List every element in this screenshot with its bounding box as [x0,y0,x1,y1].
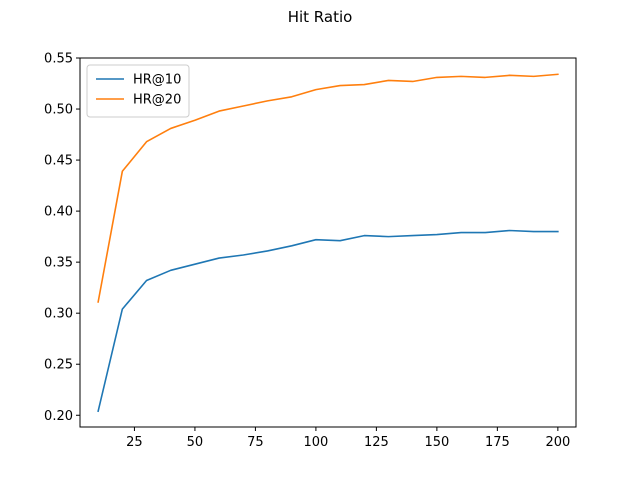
x-tick-label: 75 [247,435,264,450]
y-tick-label: 0.35 [44,256,73,271]
legend-label-hr-20: HR@20 [133,93,181,108]
chart-title: Hit Ratio [288,8,353,26]
legend: HR@10 HR@20 [86,64,190,118]
x-tick-label: 200 [545,435,570,450]
axes: 25 50 75 100 125 150 175 200 0.20 0.25 0.30 0.35 0.4… [44,52,577,450]
y-tick-label: 0.25 [44,358,73,373]
x-tick-label: 150 [424,435,449,450]
y-tick-label: 0.20 [44,409,73,424]
plot-area [97,73,559,413]
y-tick-label: 0.45 [44,154,73,169]
legend-label-hr-10: HR@10 [133,73,181,88]
series-line-hr-10 [97,229,559,413]
y-tick-label: 0.30 [44,307,73,322]
y-tick-label: 0.40 [44,205,73,220]
y-tick-label: 0.50 [44,103,73,118]
legend-box [86,64,190,118]
x-tick-label: 175 [485,435,510,450]
x-tick-label: 25 [126,435,143,450]
x-tick-label: 100 [303,435,328,450]
series-line-hr-20 [97,73,559,303]
x-tick-label: 50 [187,435,204,450]
x-tick-label: 125 [364,435,389,450]
axes-frame [79,57,577,428]
y-tick-label: 0.55 [44,52,73,67]
